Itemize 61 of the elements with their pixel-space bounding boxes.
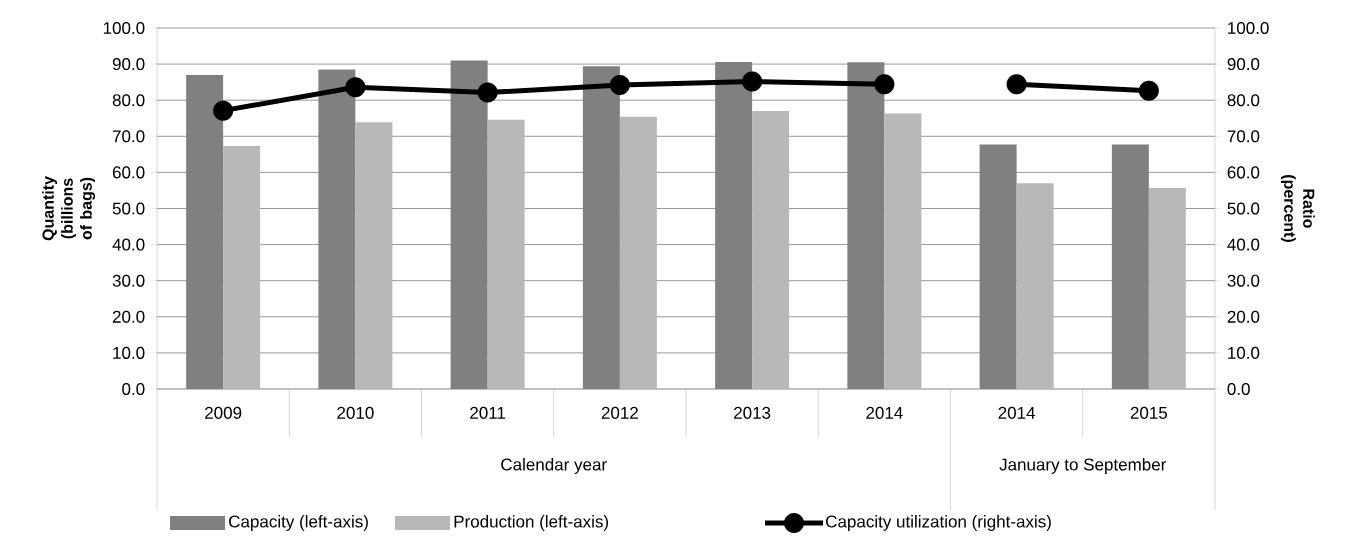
bar	[318, 69, 356, 389]
bar	[1148, 187, 1186, 389]
bar	[715, 61, 753, 389]
bar	[884, 113, 922, 389]
point	[874, 74, 895, 95]
x-tick-label: 2009	[205, 406, 242, 419]
y2-axis-title: Ratio (percent)	[1280, 175, 1315, 242]
bar	[487, 119, 525, 389]
y-tick-label: 10.0	[113, 346, 145, 359]
legend-label: Capacity utilization (right-axis)	[826, 515, 1051, 531]
bar	[752, 111, 790, 389]
x-tick-label: 2015	[1130, 406, 1168, 419]
point	[742, 71, 763, 92]
y-tick-label: 70.0	[112, 130, 145, 143]
y-tick-label: 90.0	[112, 58, 145, 71]
y2-tick-label: 100.0	[1228, 21, 1269, 35]
point	[1138, 80, 1159, 101]
bar	[979, 144, 1017, 389]
y2-tick-label: 40.0	[1227, 238, 1260, 251]
x-tick-label: 2011	[470, 406, 506, 419]
bar	[186, 74, 224, 389]
bar	[1111, 144, 1149, 389]
x-tick-label: 2014	[998, 406, 1036, 419]
y-tick-label: 100.0	[103, 21, 145, 35]
y2-tick-label: 90.0	[1227, 58, 1260, 71]
y-tick-label: 30.0	[112, 274, 145, 287]
y-tick-label: 50.0	[112, 202, 145, 215]
y-tick-label: 60.0	[112, 166, 145, 179]
y2-tick-label: 0.0	[1227, 382, 1250, 396]
y2-tick-label: 60.0	[1227, 166, 1260, 179]
point	[477, 82, 498, 103]
bar	[223, 146, 261, 389]
y2-tick-label: 10.0	[1228, 346, 1260, 359]
y-axis-title: Quantity (billions of bags)	[42, 176, 96, 241]
point	[345, 77, 366, 98]
point	[609, 74, 630, 96]
y-tick-label: 80.0	[112, 94, 145, 107]
point	[213, 100, 234, 121]
text: January to September	[999, 458, 1167, 474]
y-tick-label: 0.0	[122, 382, 145, 396]
y2-tick-label: 80.0	[1227, 94, 1260, 107]
bar	[619, 116, 657, 389]
x-tick-label: 2012	[601, 406, 638, 419]
point	[1006, 74, 1027, 95]
y2-tick-label: 30.0	[1227, 274, 1260, 287]
bar	[1016, 183, 1054, 389]
bar	[582, 66, 620, 389]
y2-tick-label: 20.0	[1227, 310, 1260, 323]
bar	[847, 62, 885, 389]
y2-tick-label: 50.0	[1227, 202, 1260, 215]
x-tick-label: 2013	[734, 406, 771, 419]
x-tick-label: 2014	[866, 406, 903, 419]
legend-label: Capacity (left-axis)	[229, 515, 368, 531]
bar	[355, 122, 393, 389]
y-tick-label: 40.0	[112, 238, 145, 251]
y2-tick-label: 70.0	[1227, 130, 1260, 143]
y-tick-label: 20.0	[112, 310, 145, 323]
text: Calendar year	[501, 458, 607, 474]
bar	[450, 60, 488, 389]
legend-label: Production (left-axis)	[454, 515, 609, 531]
x-tick-label: 2010	[337, 406, 374, 419]
